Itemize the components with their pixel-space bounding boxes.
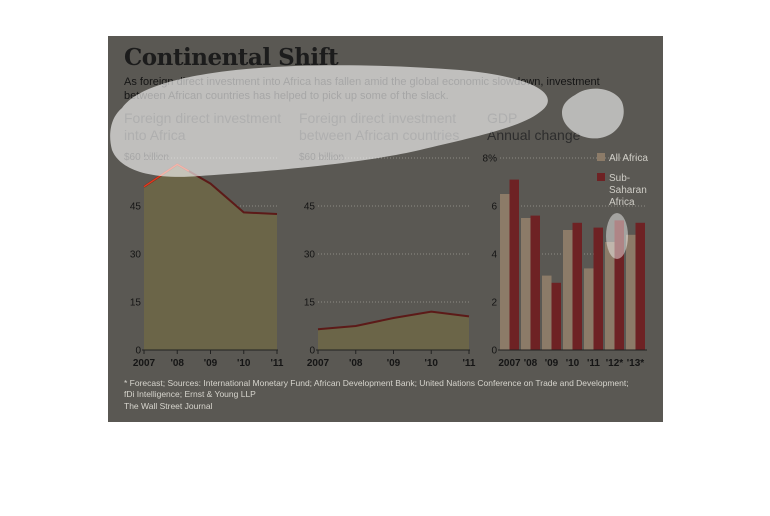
chart3-title-line2: Annual change [487,127,581,143]
credit: The Wall Street Journal [124,401,213,411]
footnote-line1: * Forecast; Sources: International Monet… [124,378,629,388]
chart1-title-line2: into Africa [124,127,186,143]
chart-subtitle-line2: between African countries has helped to … [124,90,449,102]
footnote-line2: fDi Intelligence; Ernst & Young LLP [124,389,256,399]
chart1-title-line1: Foreign direct investment [124,110,282,126]
chart-subtitle-line1: As foreign direct investment into Africa… [124,76,600,88]
chart3-title-line1: GDP [487,110,518,126]
chart-title: Continental Shift [124,44,339,71]
chart2-title-line1: Foreign direct investment [299,110,457,126]
chart2-title-line2: between African countries [299,127,460,143]
chart1-unit-label: $60 billion [124,152,170,163]
chart2-unit-label: $60 billion [299,152,345,163]
